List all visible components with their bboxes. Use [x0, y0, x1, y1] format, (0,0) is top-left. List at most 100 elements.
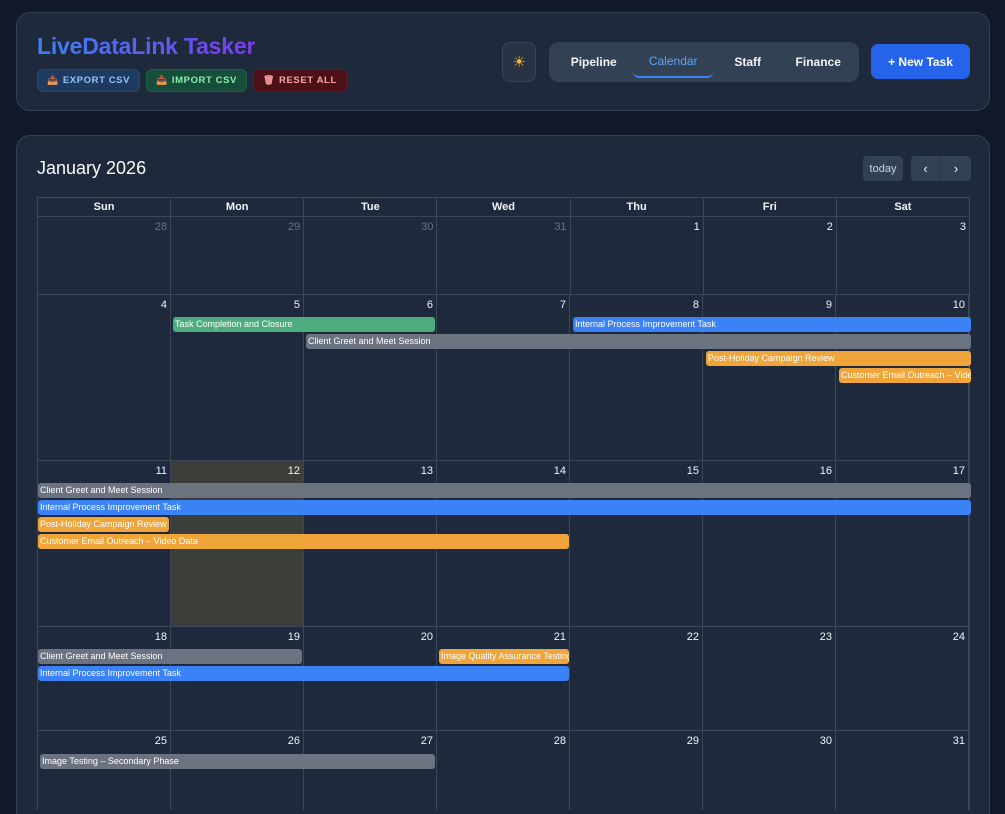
day-number: 9: [825, 299, 832, 311]
export-csv-button[interactable]: 📤 EXPORT CSV: [37, 69, 141, 92]
day-number: 10: [952, 299, 965, 311]
action-bar: 📤 EXPORT CSV 📥 IMPORT CSV 🗑 RESET ALL: [37, 69, 347, 92]
export-csv-label: EXPORT CSV: [62, 75, 131, 86]
day-cell[interactable]: 16: [703, 461, 836, 626]
event-bar[interactable]: Customer Email Outreach – Video Data: [38, 534, 569, 549]
day-cell[interactable]: 4: [38, 295, 171, 460]
tab-pipeline[interactable]: Pipeline: [570, 55, 617, 69]
brand-title: LiveDataLink Tasker: [37, 33, 256, 59]
day-number: 7: [559, 299, 566, 311]
view-tabs: Pipeline Calendar Staff Finance: [549, 42, 859, 82]
day-cell[interactable]: 28: [437, 731, 570, 810]
next-month-button[interactable]: ›: [941, 156, 971, 181]
weekday-header: Sun Mon Tue Wed Thu Fri Sat: [37, 197, 970, 216]
day-number: 16: [819, 465, 832, 477]
event-bar[interactable]: Post-Holiday Campaign Review: [706, 351, 971, 366]
day-cell[interactable]: 3: [837, 217, 969, 294]
weekday-label: Fri: [704, 198, 837, 216]
import-csv-button[interactable]: 📥 IMPORT CSV: [146, 69, 247, 92]
weekday-label: Mon: [171, 198, 305, 216]
day-cell[interactable]: 23: [703, 627, 836, 730]
event-bar[interactable]: Internal Process Improvement Task: [573, 317, 971, 332]
day-cell[interactable]: 29: [570, 731, 703, 810]
day-number: 18: [154, 631, 167, 643]
weekday-label: Thu: [571, 198, 704, 216]
event-bar[interactable]: Internal Process Improvement Task: [38, 500, 971, 515]
month-nav: ‹ ›: [911, 156, 971, 181]
day-number: 1: [693, 221, 700, 233]
day-cell[interactable]: 8: [570, 295, 703, 460]
reset-all-button[interactable]: 🗑 RESET ALL: [253, 69, 347, 92]
day-cell[interactable]: 21: [437, 627, 570, 730]
day-cell[interactable]: 31: [836, 731, 969, 810]
day-number: 31: [554, 221, 567, 233]
prev-month-button[interactable]: ‹: [911, 156, 941, 181]
day-number: 30: [819, 735, 832, 747]
day-cell[interactable]: 26: [171, 731, 304, 810]
day-number: 28: [154, 221, 168, 233]
day-cell[interactable]: 7: [437, 295, 570, 460]
export-icon: 📤: [47, 75, 59, 85]
event-bar[interactable]: Image Quality Assurance Testing: [439, 649, 569, 664]
day-cell[interactable]: 31: [437, 217, 571, 294]
day-cell[interactable]: 14: [437, 461, 570, 626]
day-cell[interactable]: 29: [171, 217, 305, 294]
day-cell[interactable]: 9: [703, 295, 836, 460]
day-number: 15: [686, 465, 699, 477]
day-number: 5: [293, 299, 300, 311]
calendar-card: January 2026 today ‹ › Sun Mon Tue Wed T…: [16, 135, 990, 814]
day-cell[interactable]: 17: [836, 461, 969, 626]
weekday-label: Tue: [304, 198, 438, 216]
day-number: 30: [421, 221, 434, 233]
event-bar[interactable]: Image Testing – Secondary Phase: [40, 754, 435, 769]
day-cell[interactable]: 27: [304, 731, 437, 810]
day-cell[interactable]: 1: [571, 217, 704, 294]
calendar-title: January 2026: [37, 158, 147, 178]
day-cell[interactable]: 25: [38, 731, 171, 810]
weekday-label: Sat: [894, 201, 912, 213]
day-number: 8: [692, 299, 699, 311]
tab-finance[interactable]: Finance: [795, 55, 841, 69]
import-icon: 📥: [156, 75, 168, 85]
day-cell[interactable]: 28: [38, 217, 172, 294]
day-number: 2: [826, 221, 833, 233]
day-number: 6: [426, 299, 433, 311]
tab-staff[interactable]: Staff: [734, 55, 762, 69]
day-number: 12: [287, 465, 300, 477]
sun-icon: ☀: [512, 54, 526, 71]
day-cell[interactable]: 24: [836, 627, 969, 730]
day-cell[interactable]: 22: [570, 627, 703, 730]
day-number: 22: [686, 631, 699, 643]
day-number: 19: [287, 631, 300, 643]
day-cell[interactable]: 30: [304, 217, 438, 294]
today-button[interactable]: today: [863, 156, 903, 181]
event-bar[interactable]: Post-Holiday Campaign Review: [38, 517, 169, 532]
day-number: 11: [155, 465, 167, 477]
event-bar[interactable]: Task Completion and Closure: [173, 317, 435, 332]
event-bar[interactable]: Customer Email Outreach – Video Data: [839, 368, 971, 383]
day-cell[interactable]: 15: [570, 461, 703, 626]
theme-toggle-button[interactable]: ☀: [502, 42, 536, 82]
day-cell[interactable]: 2: [704, 217, 837, 294]
day-cell[interactable]: 5: [171, 295, 304, 460]
day-cell[interactable]: 6: [304, 295, 437, 460]
day-number: 13: [420, 465, 433, 477]
event-bar[interactable]: Client Greet and Meet Session: [306, 334, 971, 349]
app-header: LiveDataLink Tasker 📤 EXPORT CSV 📥 IMPOR…: [16, 12, 990, 111]
day-number: 14: [553, 465, 566, 477]
day-number: 26: [287, 735, 300, 747]
day-number: 25: [154, 735, 167, 747]
tab-calendar[interactable]: Calendar: [633, 46, 713, 78]
week-row: 28 29 30 31 1 2 3: [37, 216, 970, 294]
day-number: 29: [288, 221, 301, 233]
new-task-button[interactable]: + New Task: [871, 44, 970, 79]
weekday-label: Sun: [38, 198, 172, 216]
day-number: 31: [952, 735, 965, 747]
day-number: 24: [952, 631, 965, 643]
day-number: 21: [553, 631, 566, 643]
event-bar[interactable]: Client Greet and Meet Session: [38, 649, 302, 664]
event-bar[interactable]: Client Greet and Meet Session: [38, 483, 971, 498]
chevron-left-icon: ‹: [923, 161, 928, 176]
event-bar[interactable]: Internal Process Improvement Task: [38, 666, 569, 681]
day-cell[interactable]: 30: [703, 731, 836, 810]
